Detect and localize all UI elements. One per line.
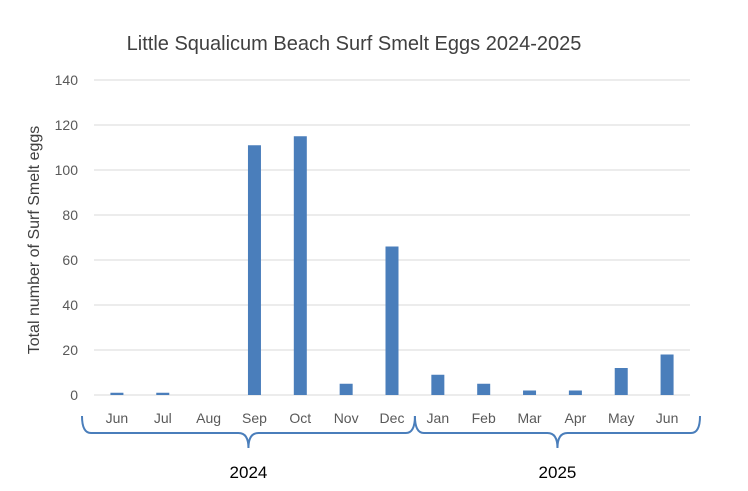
x-tick-label: Oct [289,410,311,426]
y-tick-label: 60 [62,252,78,268]
y-tick-label: 140 [55,72,79,88]
x-tick-label: Dec [380,410,405,426]
y-tick-label: 80 [62,207,78,223]
bar-oct [293,136,307,395]
y-tick-labels: 0 20 40 60 80 100 120 140 [55,72,79,403]
x-tick-label: Aug [196,410,221,426]
year-label: 2025 [539,463,577,482]
chart-title: Little Squalicum Beach Surf Smelt Eggs 2… [127,33,582,55]
bar-nov [339,383,353,395]
y-tick-label: 100 [55,162,79,178]
x-tick-label: Jul [154,410,172,426]
x-tick-label: Jun [106,410,129,426]
bar-feb [477,383,491,395]
x-tick-label: Jun [656,410,679,426]
brace-2025 [413,415,701,449]
x-tick-label: Sep [242,410,267,426]
y-tick-label: 0 [70,387,78,403]
y-tick-label: 20 [62,342,78,358]
bar-dec [385,246,399,395]
x-tick-label: Apr [564,410,586,426]
x-tick-label: Nov [334,410,359,426]
y-tick-label: 120 [55,117,79,133]
brace-2024 [81,415,416,449]
bar-sep [247,145,261,395]
bar-apr [568,390,582,395]
bar-jun [110,392,124,395]
y-axis-label: Total number of Surf Smelt eggs [26,126,43,355]
bar-may [614,368,628,395]
bar-jan [431,374,445,395]
x-tick-label: Jan [427,410,450,426]
x-tick-label: May [608,410,634,426]
bar-jul [156,392,170,395]
y-tick-label: 40 [62,297,78,313]
x-tick-label: Mar [517,410,541,426]
x-tick-labels: Jun Jul Aug Sep Oct Nov Dec Jan Feb Mar Apr May Jun [106,410,679,426]
year-label: 2024 [230,463,268,482]
x-tick-label: Feb [472,410,496,426]
year-braces: 2024 2025 [81,415,701,482]
bar-mar [523,390,537,395]
bar-jun [660,354,674,395]
bars [110,136,674,395]
